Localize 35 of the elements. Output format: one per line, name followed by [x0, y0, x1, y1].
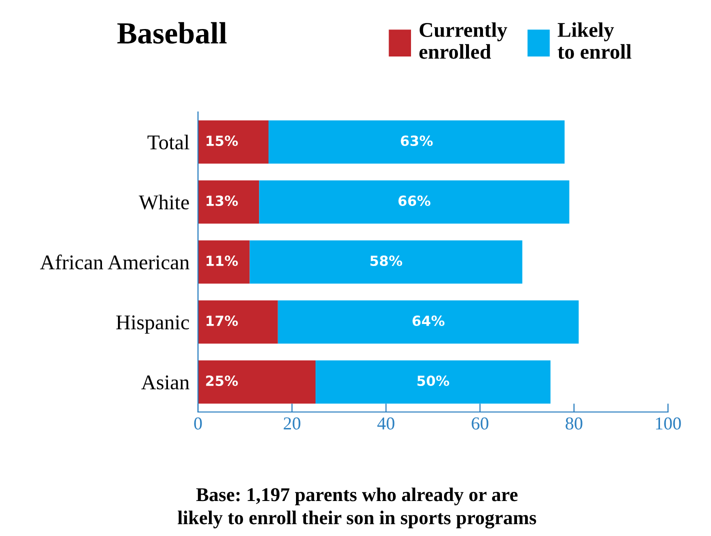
text: Base: 1,197 parents who already or are likely to enroll their son in sports programs	[178, 488, 536, 528]
bar	[278, 300, 579, 344]
data-label: 15%	[206, 136, 238, 146]
legend-label: Likely to enroll	[558, 22, 632, 59]
data-label: 58%	[370, 256, 402, 266]
data-label: 11%	[206, 256, 238, 266]
data-label: 25%	[206, 376, 238, 386]
bar	[198, 180, 260, 224]
bar	[198, 240, 250, 284]
legend-label: Currently enrolled	[419, 22, 508, 59]
x-tick-label: 60	[472, 417, 488, 430]
data-label: 50%	[417, 376, 450, 386]
data-label: 13%	[206, 196, 238, 206]
chart-title: Baseball	[117, 22, 227, 44]
x-tick-label: 80	[566, 417, 582, 430]
bar	[198, 360, 316, 404]
data-label: 17%	[206, 316, 238, 326]
data-label: 64%	[412, 316, 444, 326]
x-tick-label: 100	[656, 417, 681, 430]
bar	[316, 360, 550, 404]
x-tick-label: 20	[284, 417, 300, 430]
y-tick-label: Total	[148, 134, 190, 150]
x-tick-label: 40	[377, 417, 394, 430]
data-label: 63%	[400, 136, 433, 146]
y-tick-label: African American	[40, 254, 190, 270]
data-label: 66%	[398, 196, 430, 206]
y-tick-label: Asian	[141, 375, 190, 390]
bar	[250, 240, 522, 284]
bar	[198, 120, 268, 164]
bar	[268, 120, 565, 164]
y-tick-label: Hispanic	[116, 315, 190, 334]
bar	[259, 180, 570, 224]
bar	[198, 300, 278, 344]
x-tick-label: 0	[194, 417, 202, 430]
y-tick-label: White	[138, 194, 189, 210]
